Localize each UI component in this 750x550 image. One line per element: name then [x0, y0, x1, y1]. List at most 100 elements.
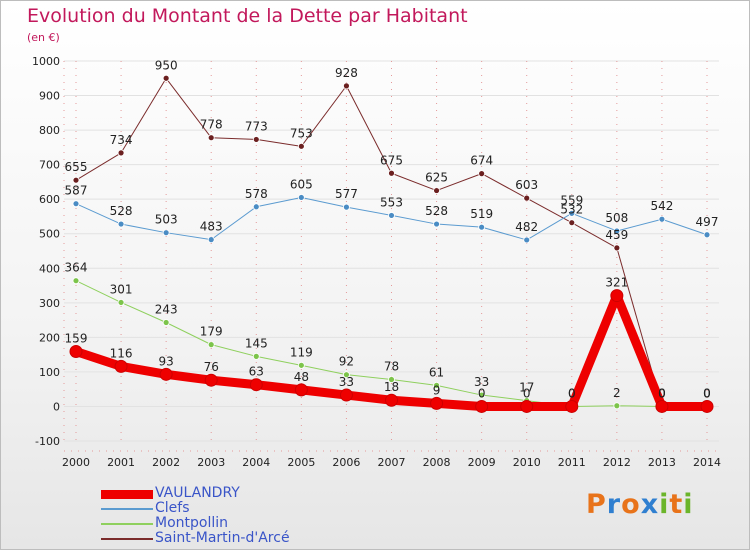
data-label: 605: [290, 177, 313, 191]
data-point: [162, 319, 170, 326]
legend: VAULANDRY Clefs Montpollin Saint-Martin-…: [101, 485, 361, 547]
data-label: 93: [159, 354, 174, 368]
legend-item-clefs: Clefs: [101, 500, 361, 517]
data-point: [343, 371, 350, 379]
legend-swatch: [101, 523, 153, 525]
data-label: 0: [568, 386, 576, 400]
data-label: 33: [474, 375, 489, 389]
data-label: 76: [204, 360, 219, 374]
data-label: 459: [605, 228, 628, 242]
data-point: [700, 399, 714, 413]
legend-item-vaulandry: VAULANDRY: [101, 485, 361, 502]
x-tick-label: 2001: [107, 456, 135, 469]
data-point: [294, 383, 308, 397]
x-tick-label: 2013: [648, 456, 676, 469]
legend-swatch: [101, 508, 153, 510]
data-label: 63: [249, 365, 264, 379]
data-point: [478, 391, 486, 399]
data-point: [72, 277, 80, 285]
data-point: [433, 187, 440, 194]
data-label: 674: [470, 154, 493, 168]
data-point: [613, 227, 621, 235]
x-tick-label: 2008: [423, 456, 451, 469]
y-tick-label: 100: [39, 366, 60, 379]
data-point: [207, 341, 215, 349]
chart-title: Evolution du Montant de la Dette par Hab…: [27, 5, 468, 27]
data-point: [252, 203, 260, 211]
data-point: [252, 352, 260, 360]
legend-label: Montpollin: [155, 515, 229, 531]
data-point: [475, 399, 489, 413]
data-point: [297, 361, 305, 369]
data-point: [388, 376, 395, 383]
data-point: [207, 236, 215, 244]
chart-unit: (en €): [27, 31, 60, 44]
data-label: 559: [560, 193, 583, 207]
logo-letter: t: [669, 489, 684, 520]
data-label: 587: [65, 184, 88, 198]
data-point: [339, 388, 353, 402]
x-tick-label: 2002: [152, 456, 180, 469]
logo-letter: x: [640, 489, 660, 520]
legend-swatch: [101, 538, 153, 540]
data-point: [430, 396, 444, 410]
legend-label: Clefs: [155, 500, 190, 516]
data-label: 0: [703, 386, 711, 400]
data-label: 482: [515, 220, 538, 234]
data-point: [658, 215, 666, 223]
data-point: [114, 359, 128, 373]
y-tick-label: 0: [53, 400, 60, 413]
data-label: 578: [245, 187, 268, 201]
y-tick-label: 600: [39, 193, 60, 206]
x-tick-label: 2010: [513, 456, 541, 469]
data-point: [162, 74, 170, 82]
data-label: 78: [384, 360, 399, 374]
y-tick-label: 300: [39, 297, 60, 310]
legend-label: Saint-Martin-d'Arcé: [155, 530, 290, 546]
data-point: [297, 142, 305, 150]
data-point: [204, 373, 218, 387]
data-point: [297, 194, 305, 201]
data-point: [655, 399, 669, 413]
data-point: [568, 209, 576, 217]
data-label: 503: [155, 213, 178, 227]
data-label: 18: [384, 380, 399, 394]
data-label: 321: [605, 276, 628, 290]
data-label: 773: [245, 119, 268, 133]
data-point: [69, 345, 83, 359]
data-label: 48: [294, 370, 309, 384]
data-label: 508: [605, 211, 628, 225]
data-label: 950: [155, 58, 178, 72]
legend-item-saint-martin-darce: Saint-Martin-d'Arcé: [101, 530, 361, 547]
x-tick-label: 2005: [287, 456, 315, 469]
data-label: 17: [519, 381, 534, 395]
data-label: 734: [110, 133, 133, 147]
y-tick-label: 800: [39, 124, 60, 137]
x-tick-label: 2003: [197, 456, 225, 469]
data-label: 928: [335, 66, 358, 80]
data-label: 542: [650, 199, 673, 213]
data-label: 119: [290, 345, 313, 359]
data-label: 33: [339, 375, 354, 389]
data-label: 675: [380, 153, 403, 167]
data-point: [385, 393, 398, 407]
data-point: [159, 367, 173, 381]
data-point: [613, 244, 621, 252]
data-label: 0: [703, 386, 711, 400]
x-tick-label: 2014: [693, 456, 721, 469]
logo-letter: i: [683, 489, 694, 520]
data-label: 528: [425, 204, 448, 218]
x-tick-label: 2004: [242, 456, 270, 469]
data-point: [388, 169, 395, 177]
x-tick-label: 2007: [378, 456, 406, 469]
x-tick-label: 2011: [558, 456, 586, 469]
x-tick-label: 2000: [62, 456, 90, 469]
x-tick-label: 2006: [332, 456, 360, 469]
data-label: 519: [470, 207, 493, 221]
data-label: 0: [703, 386, 711, 400]
data-point: [117, 299, 125, 306]
legend-label: VAULANDRY: [155, 485, 240, 501]
data-label: 532: [560, 203, 583, 217]
